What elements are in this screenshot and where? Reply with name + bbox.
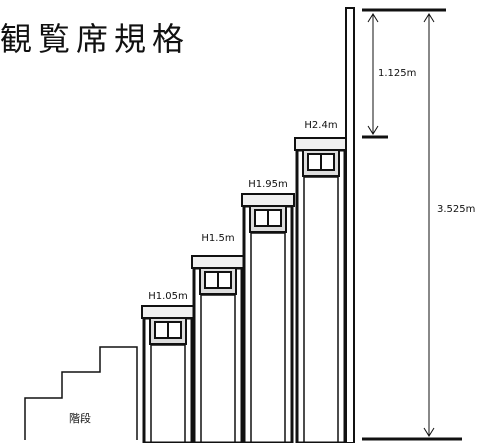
back-wall-post [345, 7, 355, 443]
tier-2-seat-icon [199, 267, 237, 295]
tier-2-column [192, 266, 244, 443]
tier-3: H1.95m [241, 179, 295, 443]
tier-3-deck [241, 193, 295, 207]
tier-4-deck [294, 137, 348, 151]
tier-2: H1.5m [191, 233, 245, 443]
tier-2-deck [191, 255, 245, 269]
diagram-title: 観覧席規格 [0, 20, 190, 58]
tier-3-height-label: H1.95m [248, 179, 288, 190]
tier-1: H1.05m [141, 291, 195, 443]
stairs-label: 階段 [69, 411, 91, 425]
tier-1-height-label: H1.05m [148, 291, 188, 302]
tier-4-seat-icon [302, 149, 340, 177]
tier-4-height-label: H2.4m [304, 120, 337, 131]
tier-3-seat-icon [249, 205, 287, 233]
tier-2-height-label: H1.5m [201, 233, 234, 244]
tier-1-seat-icon [149, 317, 187, 345]
tier-4: H2.4m [294, 120, 348, 443]
stairs-outline [24, 346, 138, 440]
upper-gap-label: 1.125m [378, 68, 416, 79]
upper-gap-dimension [367, 13, 379, 135]
tier-1-deck [141, 305, 195, 319]
total-height-dimension [423, 13, 435, 437]
total-height-label: 3.525m [437, 204, 475, 215]
